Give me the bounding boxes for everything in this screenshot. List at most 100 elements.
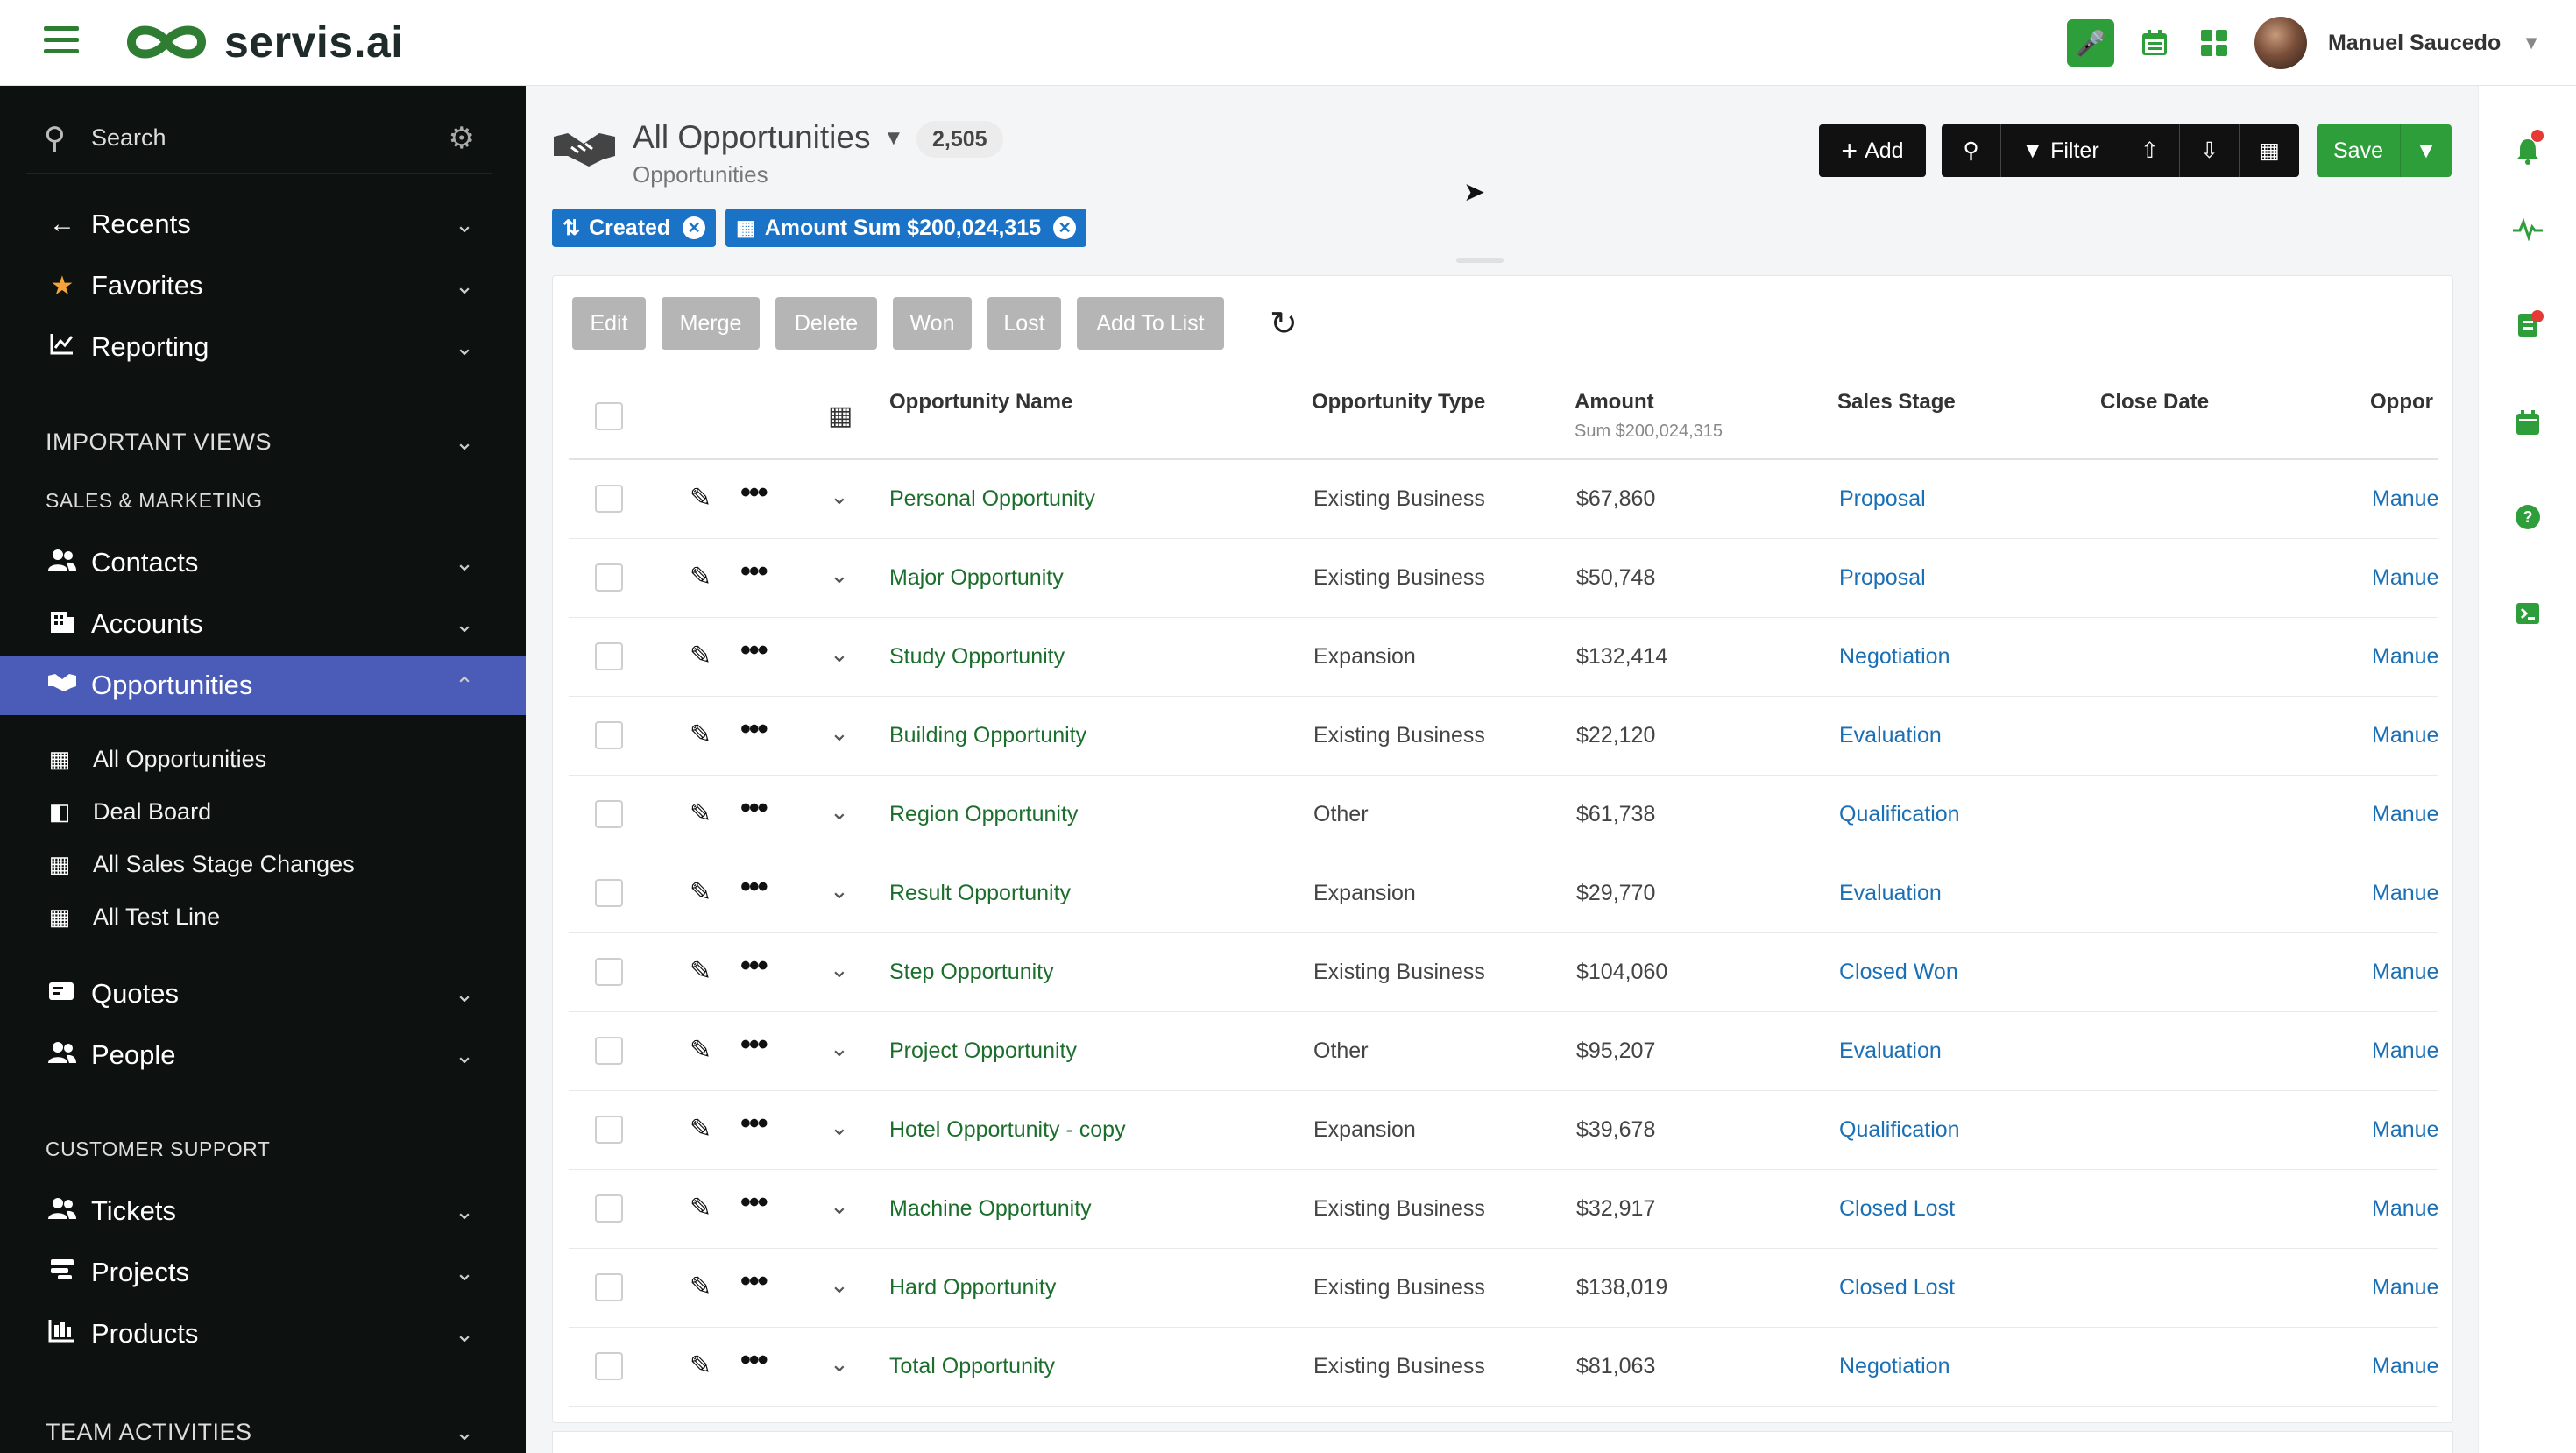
sidebar-subitem-all-sales-stage-changes[interactable]: ▦ All Sales Stage Changes xyxy=(0,840,526,889)
sidebar-item-quotes[interactable]: Quotes ⌄ xyxy=(0,964,526,1024)
calendar-icon[interactable] xyxy=(2510,405,2545,440)
chevron-down-icon[interactable]: ⌄ xyxy=(830,1114,849,1140)
opportunity-name-link[interactable]: Hard Opportunity xyxy=(889,1275,1057,1300)
row-checkbox[interactable] xyxy=(595,642,623,670)
row-checkbox[interactable] xyxy=(595,1037,623,1065)
opportunity-owner-link[interactable]: Manue xyxy=(2372,1275,2438,1300)
opportunity-owner-link[interactable]: Manue xyxy=(2372,802,2438,826)
layout-button[interactable]: ▦ xyxy=(2240,124,2299,177)
row-checkbox[interactable] xyxy=(595,721,623,749)
delete-button[interactable]: Delete xyxy=(775,297,877,350)
select-all-checkbox[interactable] xyxy=(595,402,623,430)
terminal-icon[interactable] xyxy=(2510,596,2545,631)
chevron-down-icon[interactable]: ⌄ xyxy=(455,333,474,360)
sales-stage-link[interactable]: Proposal xyxy=(1839,486,1926,511)
avatar[interactable] xyxy=(2254,17,2307,69)
table-row[interactable]: ✎ ••• ⌄ Hotel Opportunity - copy Expansion $3… xyxy=(569,1091,2438,1170)
opportunity-name-link[interactable]: Study Opportunity xyxy=(889,644,1065,669)
chevron-down-icon[interactable]: ⌄ xyxy=(455,1258,474,1286)
chevron-down-icon[interactable]: ⌄ xyxy=(830,1193,849,1219)
column-header-amount[interactable]: Amount xyxy=(1575,390,1654,414)
view-dropdown-caret-icon[interactable]: ▼ xyxy=(883,126,904,150)
sidebar-item-recents[interactable]: ← Recents ⌄ xyxy=(0,195,526,254)
sidebar-item-tickets[interactable]: Tickets ⌄ xyxy=(0,1181,526,1241)
table-row[interactable]: ✎ ••• ⌄ Total Opportunity Existing Business $… xyxy=(569,1328,2438,1407)
chevron-down-icon[interactable]: ⌄ xyxy=(830,562,849,588)
download-button[interactable]: ⇩ xyxy=(2180,124,2240,177)
won-button[interactable]: Won xyxy=(893,297,972,350)
sidebar-item-accounts[interactable]: Accounts ⌄ xyxy=(0,594,526,654)
pencil-icon[interactable]: ✎ xyxy=(690,1351,712,1380)
sales-stage-link[interactable]: Evaluation xyxy=(1839,881,1942,905)
apps-grid-icon[interactable] xyxy=(2195,24,2233,62)
opportunity-name-link[interactable]: Machine Opportunity xyxy=(889,1196,1092,1221)
more-options-icon[interactable]: ••• xyxy=(740,1186,768,1219)
table-row[interactable]: ✎ ••• ⌄ Study Opportunity Expansion $132,414 N… xyxy=(569,618,2438,697)
sidebar-section-team-activities[interactable]: TEAM ACTIVITIES ⌄ xyxy=(0,1402,526,1453)
chevron-down-icon[interactable]: ⌄ xyxy=(830,1035,849,1061)
chevron-down-icon[interactable]: ⌄ xyxy=(455,1041,474,1068)
opportunity-owner-link[interactable]: Manue xyxy=(2372,565,2438,590)
opportunity-owner-link[interactable]: Manue xyxy=(2372,1354,2438,1379)
opportunity-owner-link[interactable]: Manue xyxy=(2372,1196,2438,1221)
chevron-down-icon[interactable]: ⌄ xyxy=(455,1418,474,1445)
upload-button[interactable]: ⇧ xyxy=(2120,124,2180,177)
chevron-down-icon[interactable]: ⌄ xyxy=(830,956,849,982)
opportunity-owner-link[interactable]: Manue xyxy=(2372,723,2438,748)
pencil-icon[interactable]: ✎ xyxy=(690,641,712,670)
pencil-icon[interactable]: ✎ xyxy=(690,957,712,986)
sales-stage-link[interactable]: Negotiation xyxy=(1839,644,1950,669)
sidebar-item-contacts[interactable]: Contacts ⌄ xyxy=(0,533,526,592)
chevron-down-icon[interactable]: ⌄ xyxy=(830,483,849,509)
opportunity-name-link[interactable]: Project Opportunity xyxy=(889,1038,1077,1063)
chip-sort-created[interactable]: ⇅ Created ✕ xyxy=(552,209,717,247)
opportunity-name-link[interactable]: Result Opportunity xyxy=(889,881,1072,905)
save-options-caret-icon[interactable]: ▼ xyxy=(2401,124,2452,177)
row-checkbox[interactable] xyxy=(595,485,623,513)
activity-pulse-icon[interactable] xyxy=(2510,212,2545,247)
sidebar-subitem-all-test-line[interactable]: ▦ All Test Line xyxy=(0,892,526,941)
bell-icon[interactable] xyxy=(2510,133,2545,168)
row-checkbox[interactable] xyxy=(595,1194,623,1223)
table-row[interactable]: ✎ ••• ⌄ Region Opportunity Other $61,738 Quali… xyxy=(569,776,2438,854)
sidebar-item-opportunities[interactable]: Opportunities ⌃ xyxy=(0,656,526,715)
pencil-icon[interactable]: ✎ xyxy=(690,1115,712,1144)
pencil-icon[interactable]: ✎ xyxy=(690,1036,712,1065)
more-options-icon[interactable]: ••• xyxy=(740,949,768,982)
opportunity-owner-link[interactable]: Manue xyxy=(2372,644,2438,669)
opportunity-owner-link[interactable]: Manue xyxy=(2372,881,2438,905)
chevron-down-icon[interactable]: ⌄ xyxy=(455,980,474,1007)
table-row[interactable]: ✎ ••• ⌄ Machine Opportunity Existing Busines… xyxy=(569,1170,2438,1249)
logo[interactable]: servis.ai xyxy=(121,18,404,67)
table-row[interactable]: ✎ ••• ⌄ Personal Opportunity Existing Busine… xyxy=(569,460,2438,539)
table-row[interactable]: ✎ ••• ⌄ Result Opportunity Expansion $29,770 E… xyxy=(569,854,2438,933)
hamburger-menu-icon[interactable] xyxy=(44,26,79,58)
chevron-down-icon[interactable]: ⌄ xyxy=(455,272,474,299)
more-options-icon[interactable]: ••• xyxy=(740,870,768,904)
pencil-icon[interactable]: ✎ xyxy=(690,878,712,907)
opportunity-name-link[interactable]: Building Opportunity xyxy=(889,723,1087,748)
row-checkbox[interactable] xyxy=(595,1116,623,1144)
filter-button[interactable]: ▼ Filter xyxy=(2001,124,2120,177)
chevron-down-icon[interactable]: ⌄ xyxy=(830,719,849,746)
more-options-icon[interactable]: ••• xyxy=(740,1107,768,1140)
search-button[interactable]: ⚲ xyxy=(1942,124,2001,177)
column-header-name[interactable]: Opportunity Name xyxy=(889,390,1073,414)
sidebar-item-people[interactable]: People ⌄ xyxy=(0,1025,526,1085)
sidebar-subitem-deal-board[interactable]: ◧ Deal Board xyxy=(0,787,526,836)
save-button[interactable]: Save xyxy=(2317,124,2401,177)
merge-button[interactable]: Merge xyxy=(662,297,760,350)
opportunity-name-link[interactable]: Total Opportunity xyxy=(889,1354,1055,1379)
chevron-down-icon[interactable]: ⌄ xyxy=(830,798,849,825)
chevron-down-icon[interactable]: ⌄ xyxy=(455,610,474,637)
page-title[interactable]: All Opportunities xyxy=(633,119,871,155)
chevron-down-icon[interactable]: ⌄ xyxy=(455,1320,474,1347)
row-checkbox[interactable] xyxy=(595,1273,623,1301)
table-row[interactable]: ✎ ••• ⌄ Building Opportunity Existing Busine… xyxy=(569,697,2438,776)
sidebar-section-important-views[interactable]: IMPORTANT VIEWS ⌄ xyxy=(0,412,526,471)
column-header-stage[interactable]: Sales Stage xyxy=(1837,390,1956,414)
opportunity-owner-link[interactable]: Manue xyxy=(2372,1038,2438,1063)
more-options-icon[interactable]: ••• xyxy=(740,1028,768,1061)
column-header-close-date[interactable]: Close Date xyxy=(2100,390,2210,414)
user-name[interactable]: Manuel Saucedo xyxy=(2327,30,2502,55)
